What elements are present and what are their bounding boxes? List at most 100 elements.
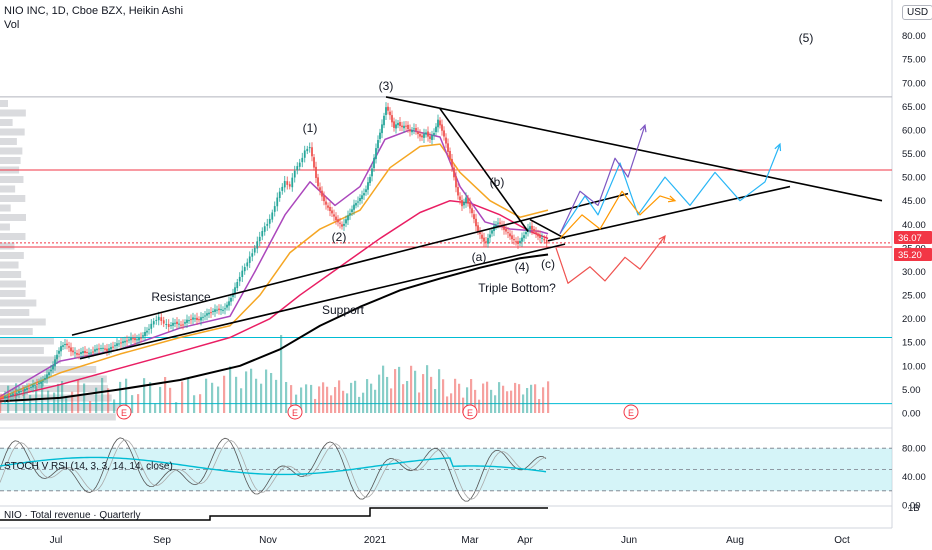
volume-bar <box>334 387 337 413</box>
volume-bar <box>53 392 56 413</box>
stoch-rsi-label[interactable]: STOCH V RSI (14, 3, 3, 14, 14, close) <box>4 461 173 472</box>
volume-profile-bar <box>0 290 26 297</box>
candle-body <box>174 322 176 324</box>
candle-body <box>407 124 409 130</box>
candle-body <box>306 148 309 152</box>
candle-body <box>471 208 473 214</box>
annotation-label-1[interactable]: (1) <box>303 121 318 135</box>
ema-line <box>0 129 549 398</box>
currency-badge[interactable]: USD <box>902 5 932 20</box>
candle-body <box>232 293 234 297</box>
candle-body <box>68 346 70 348</box>
revenue-label[interactable]: NIO · Total revenue · Quarterly <box>4 510 141 521</box>
candle-body <box>339 222 341 224</box>
volume-profile-bar <box>0 309 30 316</box>
stoch-axis-tick: 80.00 <box>902 444 926 455</box>
earnings-marker-label[interactable]: E <box>121 408 127 418</box>
candle-body <box>10 394 12 397</box>
volume-bar <box>119 381 122 413</box>
candle-body <box>401 125 403 128</box>
candle-body <box>196 317 198 320</box>
earnings-marker-label[interactable]: E <box>467 408 473 418</box>
candle-body <box>457 187 459 196</box>
volume-bar <box>89 400 92 413</box>
annotation-label-5[interactable]: (5) <box>799 31 814 45</box>
candle-body <box>200 317 202 321</box>
candle-body <box>291 177 294 188</box>
candle-body <box>62 345 64 347</box>
price-badge-label: 35.20 <box>898 250 922 261</box>
candle-body <box>60 346 62 352</box>
volume-bar <box>338 380 341 413</box>
volume-bar <box>370 383 373 413</box>
candle-body <box>58 350 60 354</box>
candle-body <box>283 181 286 188</box>
candle-body <box>517 241 519 244</box>
price-axis-tick: 65.00 <box>902 102 926 113</box>
volume-bar <box>438 369 441 413</box>
candle-body <box>487 237 489 244</box>
candle-body <box>303 150 306 158</box>
candle-body <box>461 199 463 207</box>
volume-bar <box>0 399 2 413</box>
candle-body <box>357 201 359 203</box>
volume-bar <box>29 394 32 413</box>
candle-body <box>128 339 130 341</box>
annotation-label-c[interactable]: (c) <box>541 257 555 271</box>
candle-body <box>445 137 447 144</box>
candle-body <box>499 222 501 224</box>
earnings-marker-label[interactable]: E <box>292 408 298 418</box>
candle-body <box>236 281 239 289</box>
price-badge <box>894 231 932 245</box>
annotation-label-triple-bottom[interactable]: Triple Bottom? <box>478 281 556 295</box>
annotation-label-4[interactable]: (4) <box>515 260 530 274</box>
volume-bar <box>107 388 110 413</box>
volume-label[interactable]: Vol <box>4 19 20 31</box>
price-axis-tick: 70.00 <box>902 78 926 89</box>
candle-body <box>541 237 543 239</box>
volume-bar <box>474 389 477 413</box>
scenario-arrowhead <box>639 123 647 133</box>
earnings-marker-label[interactable]: E <box>628 408 634 418</box>
time-axis-tick: Jul <box>50 535 63 546</box>
candle-body <box>537 233 539 237</box>
candle-body <box>477 225 479 232</box>
trendline <box>529 218 566 240</box>
volume-bar <box>305 384 308 413</box>
volume-bar <box>137 394 140 413</box>
candle-body <box>439 120 441 126</box>
earnings-marker-circle <box>287 404 303 420</box>
candle-body <box>126 340 128 342</box>
volume-bar <box>518 384 521 413</box>
candle-body <box>86 352 88 354</box>
annotation-label-resistance[interactable]: Resistance <box>151 290 211 304</box>
volume-profile-bar <box>0 100 8 107</box>
candle-body <box>467 198 469 204</box>
annotation-label-support[interactable]: Support <box>322 303 365 317</box>
annotation-label-2[interactable]: (2) <box>332 230 347 244</box>
time-axis-tick: Jun <box>621 535 637 546</box>
volume-bar <box>342 390 345 413</box>
candle-body <box>387 106 389 111</box>
volume-profile-bar <box>0 366 97 373</box>
candle-body <box>395 124 397 129</box>
symbol-title[interactable]: NIO INC, 1D, Cboe BZX, Heikin Ashi <box>4 5 184 17</box>
candle-body <box>419 133 421 137</box>
candle-body <box>208 312 210 315</box>
candle-body <box>160 317 163 322</box>
volume-bar <box>506 391 509 413</box>
candle-body <box>182 324 184 326</box>
candle-body <box>12 393 14 396</box>
candle-body <box>449 150 451 159</box>
earnings-marker-circle <box>116 404 132 420</box>
candle-body <box>138 337 140 341</box>
volume-bar <box>199 394 202 413</box>
annotation-label-3[interactable]: (3) <box>379 79 394 93</box>
ema-line <box>0 253 549 403</box>
annotation-label-b[interactable]: (b) <box>490 175 505 189</box>
volume-profile-bar <box>0 347 44 354</box>
candle-body <box>271 212 274 220</box>
volume-bar <box>223 375 226 413</box>
annotation-label-a[interactable]: (a) <box>472 250 487 264</box>
